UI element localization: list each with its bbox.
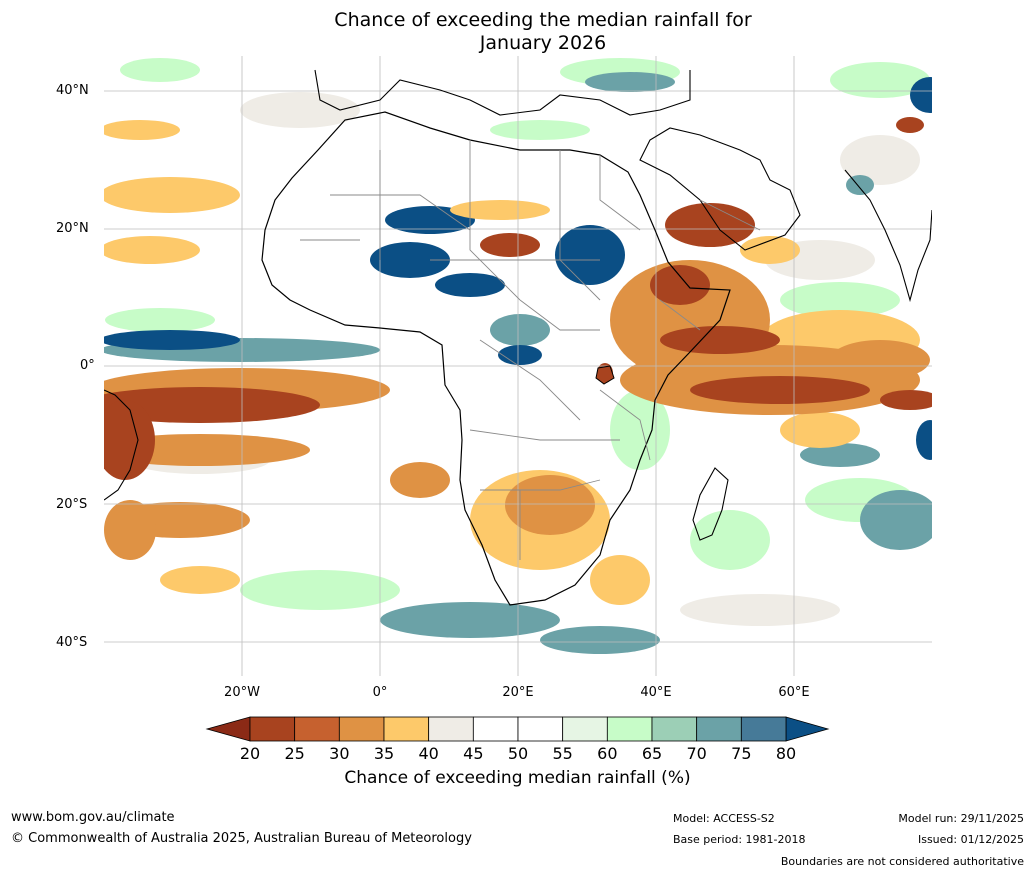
lon-label-0: 0° (372, 685, 388, 700)
colorbar-tick-label: 55 (552, 744, 573, 763)
map-area (104, 56, 932, 676)
colorbar-tick-label: 75 (731, 744, 752, 763)
lake-victoria (595, 365, 615, 385)
colorbar-cell (517, 716, 564, 742)
colorbar-tick-label: 20 (239, 744, 261, 763)
colorbar-cell (249, 716, 296, 742)
arabia-coastline (639, 127, 801, 251)
india-coastline (844, 169, 932, 303)
colorbar-tick-label: 50 (507, 744, 529, 763)
colorbar-tick-label: 60 (597, 744, 618, 763)
colorbar-cell (606, 716, 653, 742)
lat-label-20s: 20°S (56, 497, 88, 512)
model-run: Model run: 29/11/2025 (898, 812, 1024, 825)
base-period: Base period: 1981-2018 (673, 833, 806, 846)
colorbar-cell (294, 716, 340, 742)
title-line-1: Chance of exceeding the median rainfall … (334, 9, 752, 31)
colorbar-tick-label: 40 (418, 744, 439, 763)
colorbar-title: Chance of exceeding median rainfall (%) (344, 768, 691, 788)
title-line-2: January 2026 (479, 32, 607, 54)
colorbar-over-triangle (785, 716, 830, 742)
lon-label-40e: 40°E (640, 685, 672, 700)
colorbar-cell (651, 716, 698, 742)
lat-label-20n: 20°N (56, 221, 89, 236)
lat-label-equator: 0° (80, 358, 95, 373)
lon-label-60e: 60°E (778, 685, 810, 700)
colorbar-cell (472, 716, 519, 742)
africa-coastline (261, 111, 731, 606)
colorbar-tick-label: 70 (686, 744, 707, 763)
colorbar-under-triangle (205, 716, 251, 742)
colorbar-tick-label: 35 (373, 744, 395, 763)
colorbar-tick-label: 80 (775, 744, 797, 763)
colorbar-cells (249, 716, 787, 742)
chart-title: Chance of exceeding the median rainfall … (0, 9, 1035, 55)
colorbar-cell (338, 716, 385, 742)
colorbar-tick-label: 45 (463, 744, 484, 763)
lon-label-20w: 20°W (224, 685, 260, 700)
lat-label-40n: 40°N (56, 83, 89, 98)
colorbar-cell (428, 716, 474, 742)
boundaries-disclaimer: Boundaries are not considered authoritat… (780, 855, 1024, 868)
europe-coastline (314, 69, 691, 116)
lat-label-40s: 40°S (56, 635, 88, 650)
colorbar-tick-label: 30 (329, 744, 350, 763)
colorbar-cell (383, 716, 430, 742)
colorbar-tick-label: 65 (641, 744, 663, 763)
south-america-coastline (104, 389, 139, 501)
colorbar-cell (562, 716, 608, 742)
colorbar-cell (696, 716, 742, 742)
lon-label-20e: 20°E (502, 685, 534, 700)
dry-strong-regions (104, 117, 932, 480)
issued-date: Issued: 01/12/2025 (917, 833, 1024, 846)
country-borders (300, 140, 761, 560)
colorbar-tick-label: 25 (284, 744, 305, 763)
wet-strong-regions (104, 77, 932, 460)
colorbar-cell (740, 716, 787, 742)
model-name: Model: ACCESS-S2 (673, 812, 775, 825)
website-link[interactable]: www.bom.gov.au/climate (11, 810, 175, 825)
madagascar-coastline (692, 467, 729, 541)
copyright-text: © Commonwealth of Australia 2025, Austra… (11, 831, 472, 846)
